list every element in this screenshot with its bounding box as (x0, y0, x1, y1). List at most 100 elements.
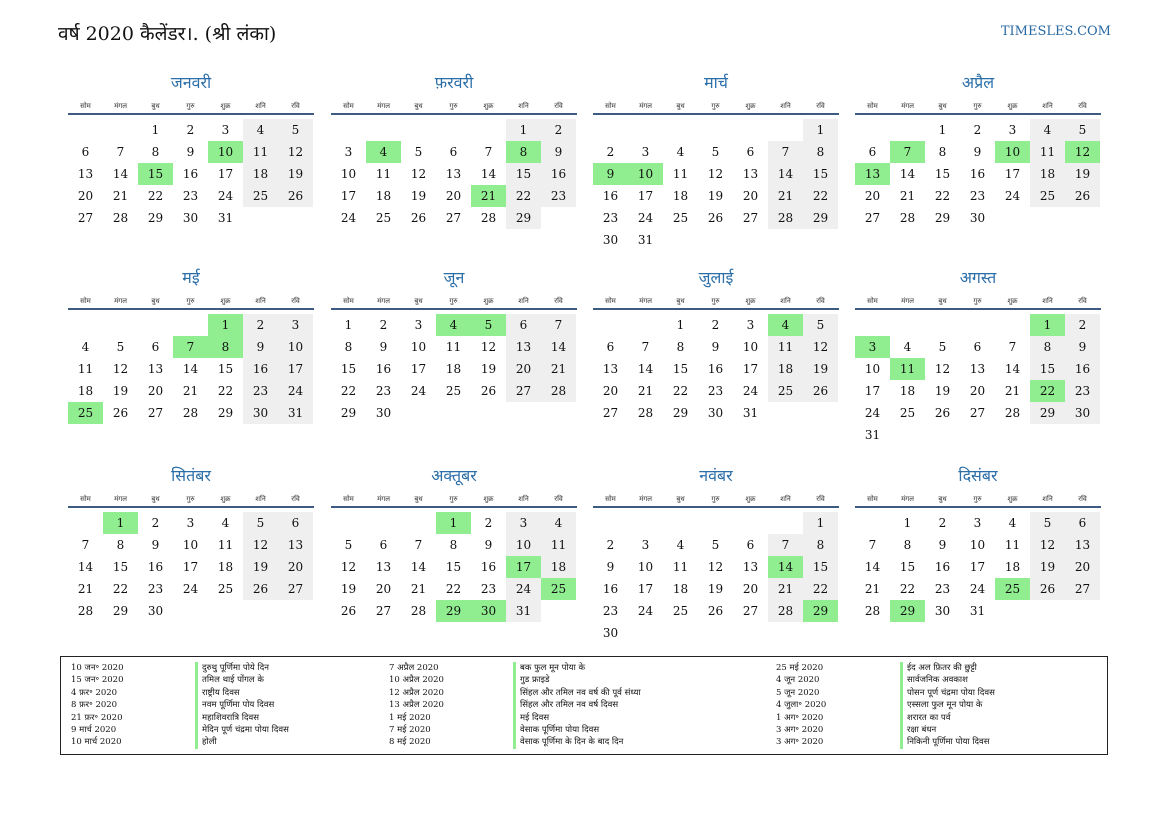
day-cell: 28 (77, 604, 94, 618)
day-cell: 7 (484, 145, 493, 159)
day-cell: 11 (375, 167, 392, 181)
day-cell: 13 (506, 336, 541, 358)
month-block: मार्च सोम मंगल बुध गुरु शुक्र शनि रवि 1 2 3 4 5 6 7 8 9 1… (593, 73, 839, 251)
weekday-header: सोम मंगल बुध गुरु शुक्र शनि रवि (331, 492, 577, 508)
day-cell: 14 (864, 560, 881, 574)
day-cell: 28 (864, 604, 881, 618)
weekday-label: गुरु (711, 297, 720, 305)
empty-cell (855, 119, 890, 141)
weekday-label: गुरु (186, 495, 195, 503)
days-grid: 1 2 3 4 5 6 7 8 9 10 11 12 13 14 15 16 17 18 19 20 21 22 23 24 2… (855, 314, 1101, 446)
day-cell: 10 (637, 560, 654, 574)
day-cell: 6 (81, 145, 90, 159)
holiday-day-cell: 4 (436, 314, 471, 336)
legend-row: 10 जन॰ 2020 दुरुथु पूर्णिमा पोये दिन (61, 662, 392, 675)
day-cell: 18 (243, 163, 278, 185)
weekday-header: सोम मंगल बुध गुरु शुक्र शनि रवि (68, 492, 314, 508)
holiday-name: एस्सला फुल मून पोया के (900, 699, 1097, 712)
day-cell: 4 (1030, 119, 1065, 141)
day-cell: 23 (480, 582, 497, 596)
month-block: अक्तूबर सोम मंगल बुध गुरु शुक्र शनि रवि 1 2 3 4 5 6 7 8… (331, 466, 577, 622)
day-cell: 7 (541, 314, 576, 336)
days-grid: 1 2 3 4 5 6 7 8 9 10 11 12 13 14 15 16 17 18 19 20 21 22 23 24 2… (331, 512, 577, 622)
day-cell: 24 (969, 582, 986, 596)
holiday-name: सिंहल और तमिल नव वर्ष दिवस (513, 699, 710, 712)
holiday-day-cell: 14 (768, 556, 803, 578)
empty-cell (593, 512, 628, 534)
day-cell: 29 (147, 211, 164, 225)
day-cell: 17 (340, 189, 357, 203)
site-link[interactable]: TIMESLES.COM (1000, 24, 1111, 39)
weekday-label: बुध (414, 102, 423, 110)
weekday-label: रवि (816, 297, 825, 305)
day-cell: 9 (379, 340, 388, 354)
days-grid: 1 2 3 4 5 6 7 8 9 10 11 12 13 14 15 16 17 18 19 20 21 22 23 24 2… (593, 512, 839, 644)
day-cell: 20 (969, 384, 986, 398)
legend-row: 10 अप्रैल 2020 गुड फ्राइडे (379, 674, 710, 687)
weekday-label: मंगल (377, 495, 390, 503)
day-cell: 25 (1030, 185, 1065, 207)
holiday-day-cell: 7 (890, 141, 925, 163)
day-cell: 28 (768, 207, 803, 229)
day-cell: 28 (182, 406, 199, 420)
day-cell: 16 (969, 167, 986, 181)
weekday-label: रवि (816, 102, 825, 110)
weekday-label: रवि (1078, 297, 1087, 305)
weekday-label: बुध (151, 495, 160, 503)
day-cell: 5 (116, 340, 125, 354)
holiday-name: महाशिवरात्रि दिवस (195, 711, 392, 724)
weekday-header: सोम मंगल बुध गुरु शुक्र शनि रवि (855, 99, 1101, 115)
day-cell: 22 (340, 384, 357, 398)
day-cell: 11 (1004, 538, 1021, 552)
holiday-day-cell: 1 (208, 314, 243, 336)
day-cell: 20 (278, 556, 313, 578)
holiday-day-cell: 21 (471, 185, 506, 207)
day-cell: 1 (803, 512, 838, 534)
weekday-label: शनि (1042, 495, 1053, 503)
day-cell: 4 (541, 512, 576, 534)
holiday-day-cell: 5 (471, 314, 506, 336)
day-cell: 8 (803, 534, 838, 556)
day-cell: 22 (899, 582, 916, 596)
day-cell: 20 (602, 384, 619, 398)
weekday-label: शनि (255, 297, 266, 305)
holiday-date: 5 जून 2020 (776, 687, 820, 698)
day-cell: 22 (803, 578, 838, 600)
empty-cell (733, 119, 768, 141)
weekday-label: गुरु (449, 102, 458, 110)
day-cell: 24 (637, 604, 654, 618)
day-cell: 10 (340, 167, 357, 181)
weekday-label: शुक्र (483, 102, 494, 110)
day-cell: 30 (182, 211, 199, 225)
day-cell: 7 (868, 538, 877, 552)
day-cell: 20 (742, 582, 759, 596)
day-cell: 10 (182, 538, 199, 552)
day-cell: 23 (602, 211, 619, 225)
holiday-day-cell: 29 (890, 600, 925, 622)
day-cell: 9 (606, 560, 615, 574)
day-cell: 22 (217, 384, 234, 398)
holiday-day-cell: 10 (208, 141, 243, 163)
day-cell: 13 (375, 560, 392, 574)
day-cell: 4 (81, 340, 90, 354)
weekday-label: बुध (151, 297, 160, 305)
month-name: मई (182, 268, 200, 287)
day-cell: 28 (637, 406, 654, 420)
holiday-date: 8 मई 2020 (389, 737, 431, 748)
empty-cell (890, 119, 925, 141)
day-cell: 15 (672, 362, 689, 376)
day-cell: 11 (768, 336, 803, 358)
day-cell: 22 (672, 384, 689, 398)
day-cell: 8 (803, 141, 838, 163)
day-cell: 31 (506, 600, 541, 622)
day-cell: 22 (147, 189, 164, 203)
holiday-date: 12 अप्रैल 2020 (389, 687, 444, 698)
empty-cell (331, 512, 366, 534)
day-cell: 10 (506, 534, 541, 556)
day-cell: 6 (278, 512, 313, 534)
day-cell: 4 (676, 145, 685, 159)
day-cell: 23 (375, 384, 392, 398)
day-cell: 2 (484, 516, 493, 530)
day-cell: 24 (182, 582, 199, 596)
legend-row: 1 अग॰ 2020 शरारत का पर्व (766, 711, 1097, 724)
